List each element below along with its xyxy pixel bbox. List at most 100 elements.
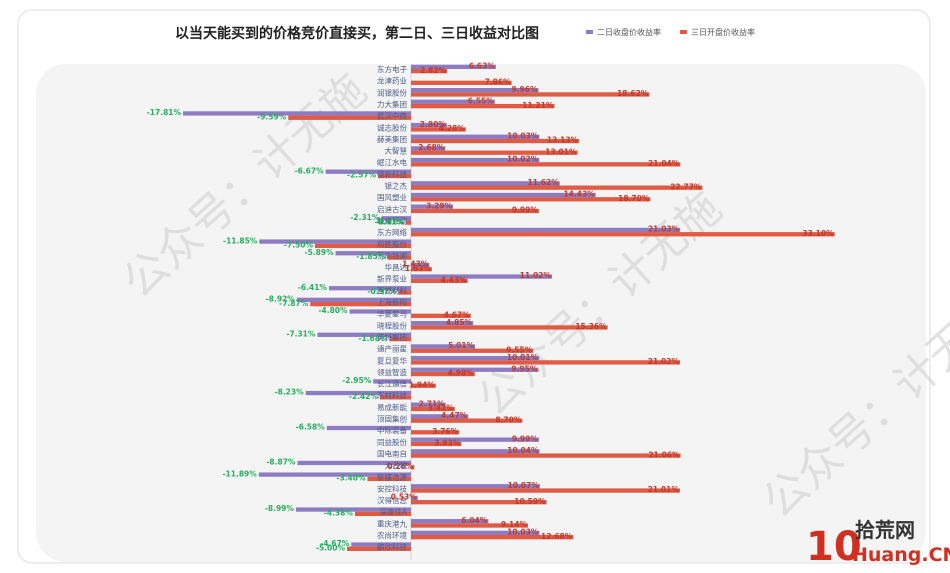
bar-day2-close xyxy=(259,239,411,244)
data-label: 10.03% xyxy=(507,131,539,140)
data-label: 6.55% xyxy=(468,96,495,105)
data-label: 3.93% xyxy=(434,439,461,448)
bar-day2-close xyxy=(328,286,411,291)
data-label: -7.87% xyxy=(279,299,309,308)
category-label: 武汉中商 xyxy=(377,111,407,121)
bar-day2-close xyxy=(411,99,495,104)
bar-day2-close xyxy=(351,542,411,547)
data-label: 10.04% xyxy=(507,446,539,455)
data-label: -6.58% xyxy=(296,423,326,432)
category-label: 大智慧 xyxy=(385,146,408,156)
category-label: 易成新能 xyxy=(377,402,407,412)
data-label: 11.21% xyxy=(522,101,554,110)
data-label: 9.96% xyxy=(511,85,538,94)
data-label: 10.03% xyxy=(507,528,539,537)
legend-swatch-series-1 xyxy=(586,30,593,34)
data-label: 6.63% xyxy=(469,62,496,71)
logo-chinese-name: 拾荒网 xyxy=(855,518,915,542)
category-label: 银之杰 xyxy=(385,181,408,191)
bar-day2-close xyxy=(183,111,411,116)
category-label: 大名城 xyxy=(385,460,408,470)
data-label: 18.70% xyxy=(618,194,650,203)
bar-day3-open xyxy=(411,232,835,237)
category-label: 启迪古汉 xyxy=(377,204,407,214)
bar-day3-open xyxy=(411,360,681,365)
category-label: 万向钱潮 xyxy=(377,250,407,260)
bars-layer xyxy=(183,64,835,560)
bar-day2-close xyxy=(305,390,411,396)
data-label: -7.31% xyxy=(286,329,316,338)
bar-day3-open xyxy=(411,208,539,214)
category-label: 华昌达 xyxy=(385,262,408,272)
bar-day2-close xyxy=(411,146,446,151)
bar-day2-close xyxy=(411,274,553,279)
bar-day3-open xyxy=(389,336,411,342)
bar-day3-open xyxy=(411,278,468,283)
data-label: -2.95% xyxy=(342,376,372,385)
legend-label-series-1: 二日收盘价收益率 xyxy=(597,27,661,37)
bar-day2-close xyxy=(411,344,476,349)
bar-day3-open xyxy=(411,103,555,109)
bar-day3-open xyxy=(411,348,534,353)
bar-day2-close xyxy=(373,379,411,384)
data-label: 4.67% xyxy=(444,310,471,319)
bar-day2-close xyxy=(335,251,411,256)
bar-day2-close xyxy=(317,332,411,337)
bar-day2-close xyxy=(411,64,496,69)
data-label: 33.10% xyxy=(802,229,834,238)
data-label: 15.36% xyxy=(575,322,607,331)
category-label: 汉得信息 xyxy=(377,495,407,505)
bar-day2-close xyxy=(296,297,411,302)
bar-day2-close xyxy=(349,309,411,314)
data-label: 7.86% xyxy=(485,77,512,86)
data-label: 13.13% xyxy=(547,136,579,145)
data-label: 11.62% xyxy=(527,178,559,187)
bar-day3-open xyxy=(315,243,411,249)
data-label: -4.38% xyxy=(324,509,354,518)
bar-day2-close xyxy=(297,460,411,466)
category-label: 晓程股份 xyxy=(377,320,407,330)
bar-day3-open xyxy=(411,535,574,540)
bar-day3-open xyxy=(411,371,475,377)
bar-day2-close xyxy=(411,495,418,501)
bar-day3-open xyxy=(411,162,681,167)
category-label: 同益股份 xyxy=(377,437,407,447)
data-label: 12.68% xyxy=(541,532,573,541)
data-label: -8.92% xyxy=(266,295,296,304)
category-label: 安控科技 xyxy=(377,483,407,493)
data-label: 22.77% xyxy=(670,182,702,191)
data-label: -1.68% xyxy=(358,334,388,343)
chart-panel xyxy=(17,9,931,564)
data-label: 3.76% xyxy=(432,427,459,436)
data-label: 9.55% xyxy=(506,345,533,354)
category-label: 重庆港九 xyxy=(377,518,407,528)
data-label: 2.80% xyxy=(420,120,447,129)
bar-day2-close xyxy=(381,216,411,221)
data-label: 8.70% xyxy=(495,415,522,424)
data-label: 11.02% xyxy=(520,271,552,280)
category-label: 鹏欣科技 xyxy=(377,542,407,552)
bar-day3-open xyxy=(411,500,547,505)
bar-day3-open xyxy=(411,185,703,190)
data-label: 2.71% xyxy=(419,399,446,408)
bar-day3-open xyxy=(411,80,512,85)
data-label: -4.80% xyxy=(318,306,348,315)
bar-day2-close xyxy=(411,519,489,524)
plot-area xyxy=(36,64,926,562)
bar-day2-close xyxy=(411,88,539,93)
category-label: 东方网络 xyxy=(377,227,407,237)
bar-day3-open xyxy=(354,511,411,516)
category-label: 英特集团 xyxy=(377,332,407,342)
data-label: 21.04% xyxy=(648,159,680,168)
category-label: 和胜股份 xyxy=(377,239,407,249)
bar-day2-close xyxy=(411,157,540,163)
data-label: 0.26% xyxy=(387,462,414,471)
bar-day3-open xyxy=(411,406,455,412)
data-label: -11.89% xyxy=(222,469,257,478)
bar-day2-close xyxy=(411,402,446,407)
bar-day3-open xyxy=(411,267,432,272)
bar-day3-open xyxy=(411,197,651,202)
data-label: 3.42% xyxy=(428,404,455,413)
